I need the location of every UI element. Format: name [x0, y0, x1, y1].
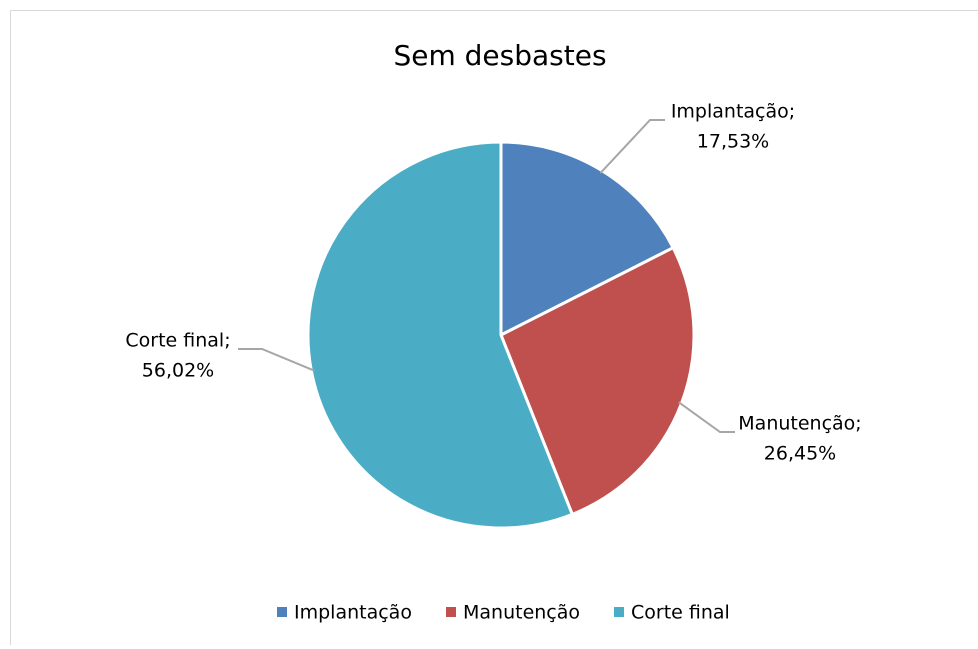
data-label-value: 26,45%	[764, 443, 836, 465]
data-label-value: 56,02%	[142, 360, 214, 382]
data-label-value: 17,53%	[697, 131, 769, 153]
data-label-name: Implantação;	[671, 101, 795, 123]
legend-label: Manutenção	[463, 602, 580, 624]
data-label-name: Manutenção;	[738, 413, 861, 435]
chart-title: Sem desbastes	[393, 39, 606, 72]
legend-swatch	[277, 607, 287, 617]
legend-label: Implantação	[294, 602, 412, 624]
legend-label: Corte final	[631, 602, 730, 624]
legend-swatch	[614, 607, 624, 617]
data-label-name: Corte final;	[125, 330, 230, 352]
legend-swatch	[446, 607, 456, 617]
